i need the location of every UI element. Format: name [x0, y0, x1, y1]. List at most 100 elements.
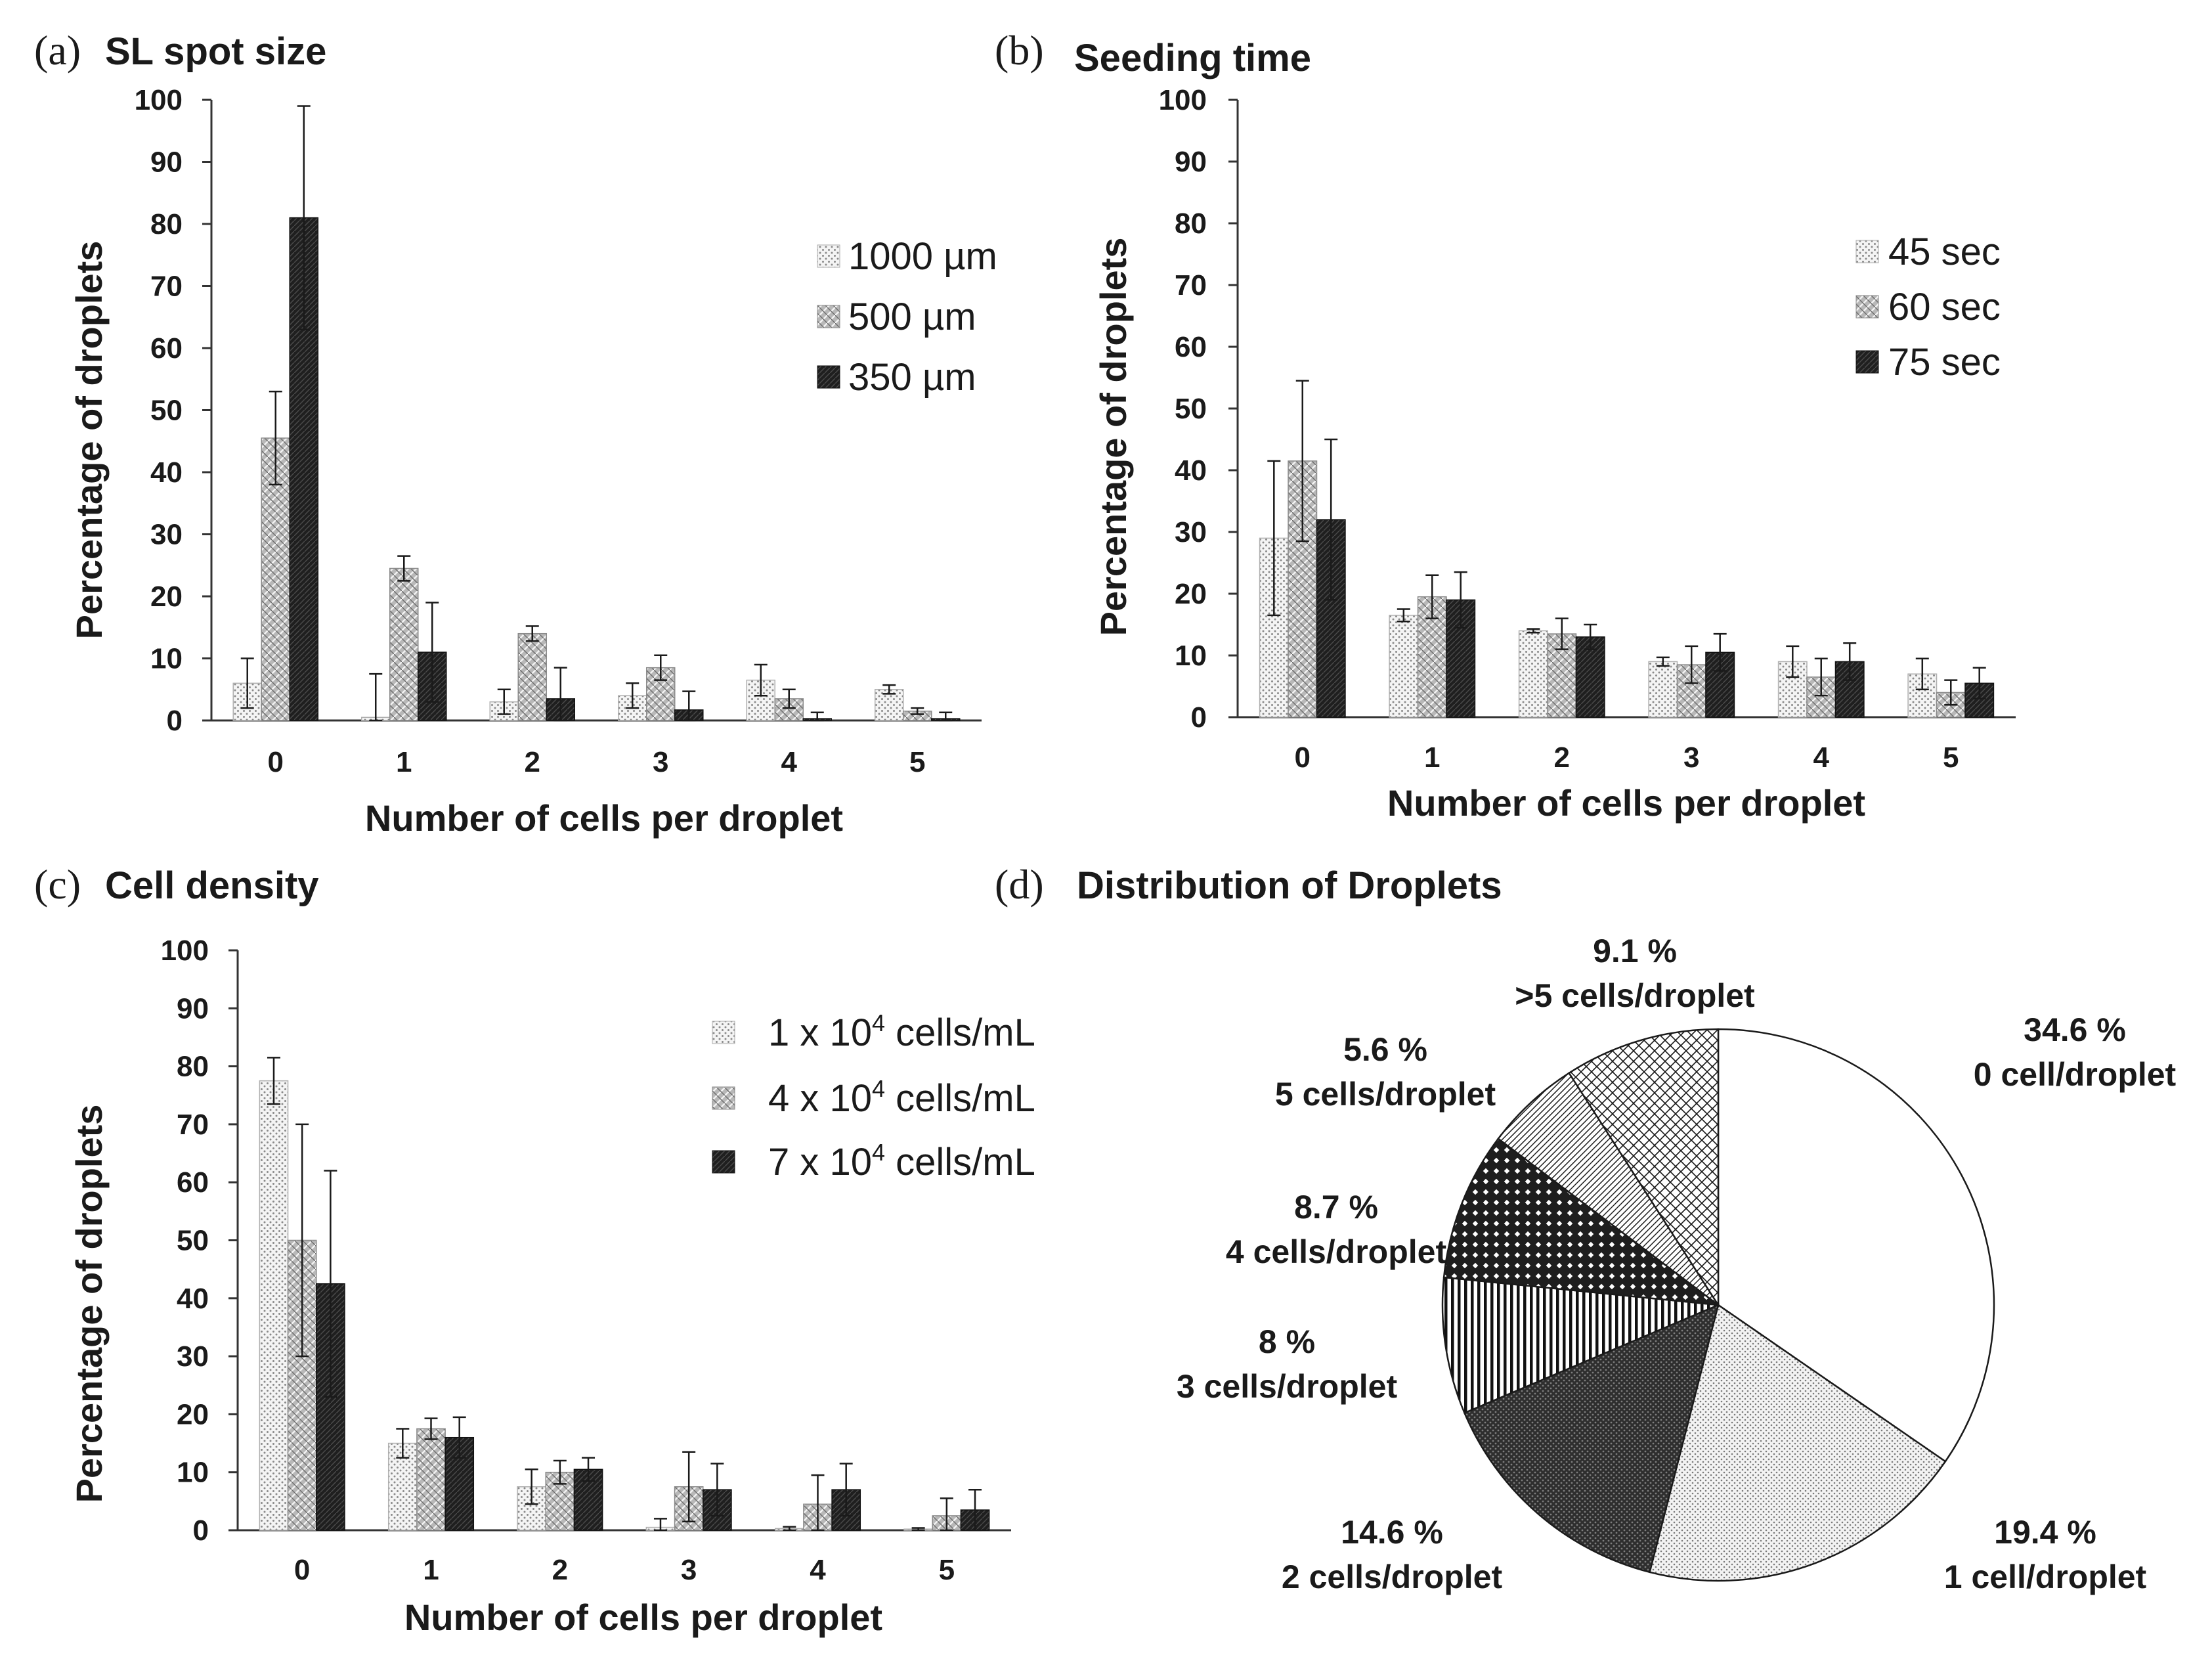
bar-a-s0-c5 [874, 689, 904, 721]
bar-c-s1-c1 [416, 1428, 446, 1531]
panel-c-legend: 1 x 104 cells/mL 4 x 104 cells/mL 7 x 10… [712, 1009, 1035, 1183]
error-bar-c-s1-c4 [811, 1474, 825, 1532]
panel-a-title: SL spot size [105, 30, 326, 73]
error-bar-b-s0-c3 [1656, 656, 1670, 667]
bar-a-s1-c2 [517, 632, 548, 721]
pie-slice-5 [1497, 1072, 1720, 1306]
legend-label-a-1: 500 µm [848, 296, 976, 338]
y-tick-label-c-0: 0 [193, 1514, 209, 1547]
legend-label-b-2: 75 sec [1888, 341, 2001, 384]
panel-a: (a) SL spot size Percentage of droplets … [34, 27, 997, 839]
panel-a-legend: 1000 µm 500 µm 350 µm [817, 235, 997, 399]
y-tick-label-b-4: 40 [1175, 454, 1207, 487]
error-bar-c-s1-c3 [682, 1451, 696, 1523]
legend-label-a-2: 350 µm [848, 356, 976, 399]
y-tick-label-a-8: 80 [150, 208, 183, 240]
error-bar-a-s1-c4 [782, 688, 796, 709]
panel-c: (c) Cell density Percentage of droplets … [34, 861, 1035, 1638]
panel-c-ylabel: Percentage of droplets [68, 1105, 110, 1503]
error-bar-b-s1-c0 [1295, 380, 1309, 542]
error-bar-a-s0-c1 [369, 673, 383, 722]
panel-d-pie [1441, 1028, 1995, 1582]
y-tick-label-b-1: 10 [1175, 640, 1207, 672]
error-bar-a-s1-c5 [911, 707, 924, 715]
x-tick-label-c-0: 0 [294, 1554, 310, 1586]
error-bar-c-s0-c3 [653, 1518, 667, 1532]
error-bar-a-s2-c1 [425, 602, 439, 703]
y-tick-label-b-3: 30 [1175, 516, 1207, 548]
y-tick-label-c-5: 50 [177, 1225, 209, 1257]
y-tick-label-b-9: 90 [1175, 146, 1207, 178]
x-tick-label-c-2: 2 [552, 1554, 568, 1586]
x-tick-label-c-3: 3 [681, 1554, 697, 1586]
y-tick-label-a-9: 90 [150, 146, 183, 179]
pie-slice-4 [1442, 1138, 1722, 1306]
x-tick-label-a-3: 3 [653, 746, 668, 778]
x-tick-label-b-1: 1 [1424, 741, 1440, 774]
error-bar-b-s0-c4 [1786, 645, 1800, 678]
x-tick-label-b-3: 3 [1683, 741, 1699, 774]
pie-label-name-5: 5 cells/droplet [1275, 1076, 1496, 1113]
error-bar-a-s2-c4 [810, 711, 824, 722]
y-tick-label-b-7: 70 [1175, 269, 1207, 301]
error-bar-c-s2-c2 [582, 1457, 596, 1482]
y-tick-label-a-0: 0 [167, 705, 183, 737]
error-bar-b-s1-c2 [1555, 617, 1569, 650]
error-bar-b-s0-c2 [1527, 628, 1540, 634]
x-tick-label-c-1: 1 [423, 1554, 439, 1586]
y-tick-label-c-8: 80 [177, 1051, 209, 1083]
y-tick-label-a-7: 70 [150, 271, 183, 303]
legend-label-a-0: 1000 µm [848, 235, 997, 278]
panel-d-title: Distribution of Droplets [1077, 864, 1502, 907]
pie-label-pct-6: 9.1 % [1593, 933, 1677, 969]
error-bar-b-s2-c5 [1972, 667, 1986, 700]
error-bar-b-s2-c0 [1324, 438, 1338, 601]
error-bar-c-s0-c4 [783, 1526, 796, 1532]
panel-a-letter: (a) [34, 27, 81, 74]
y-tick-label-a-6: 60 [150, 332, 183, 365]
x-tick-label-a-2: 2 [525, 746, 540, 778]
error-bar-b-s2-c1 [1454, 571, 1467, 629]
error-bar-a-s0-c5 [882, 684, 896, 695]
panel-c-title: Cell density [105, 864, 319, 907]
panel-d-pie-labels: 34.6 % 0 cell/droplet 19.4 % 1 cell/droplet… [1177, 933, 2177, 1595]
y-tick-label-a-1: 10 [150, 643, 183, 675]
legend-swatch-a-2 [817, 365, 840, 389]
error-bar-a-s0-c3 [626, 682, 640, 709]
y-tick-label-b-10: 100 [1159, 84, 1207, 116]
error-bar-a-s2-c0 [297, 105, 311, 330]
error-bar-b-s1-c5 [1944, 679, 1958, 706]
legend-label-b-0: 45 sec [1888, 231, 2001, 273]
panel-c-xlabel: Number of cells per droplet [404, 1597, 882, 1638]
bar-c-s0-c0 [259, 1080, 289, 1531]
error-bar-b-s1-c4 [1814, 657, 1828, 697]
panel-b-ylabel: Percentage of droplets [1093, 238, 1134, 636]
pie-label-pct-5: 5.6 % [1343, 1031, 1427, 1068]
panel-a-plot: 0 10 20 30 40 50 60 70 80 90 100 0 1 2 3 4 5 [135, 84, 982, 778]
error-bar-c-s1-c2 [553, 1459, 567, 1485]
pie-label-name-3: 3 cells/droplet [1177, 1368, 1398, 1405]
bar-b-s0-c2 [1518, 630, 1548, 718]
error-bar-c-s2-c4 [839, 1463, 853, 1517]
pie-label-name-4: 4 cells/droplet [1226, 1233, 1447, 1270]
error-bar-c-s0-c2 [525, 1469, 538, 1505]
error-bar-b-s2-c3 [1713, 632, 1727, 672]
error-bar-c-s1-c0 [295, 1123, 309, 1358]
pie-label-name-6: >5 cells/droplet [1515, 977, 1755, 1014]
y-tick-label-c-9: 90 [177, 992, 209, 1025]
error-bar-a-s1-c2 [525, 625, 539, 642]
panel-b-letter: (b) [995, 27, 1044, 74]
bar-b-s0-c1 [1389, 615, 1419, 718]
panel-c-plot: 0 10 20 30 40 50 60 70 80 90 100 0 1 2 3 4 5 [161, 935, 1011, 1586]
y-tick-label-c-2: 20 [177, 1398, 209, 1430]
panel-b-title: Seeding time [1074, 37, 1311, 79]
y-tick-label-c-7: 70 [177, 1109, 209, 1141]
error-bar-b-s0-c1 [1397, 608, 1410, 623]
pie-label-name-2: 2 cells/droplet [1282, 1558, 1503, 1595]
x-tick-label-a-5: 5 [909, 746, 925, 778]
panel-d: (d) Distribution of Droplets 34.6 % 0 cel… [995, 861, 2177, 1595]
error-bar-b-s2-c2 [1584, 623, 1597, 650]
error-bar-a-s2-c3 [682, 690, 696, 722]
error-bar-a-s1-c1 [397, 555, 411, 582]
